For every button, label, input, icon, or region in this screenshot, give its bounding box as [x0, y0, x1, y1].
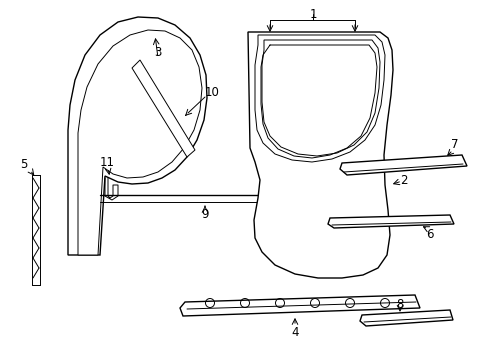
- Polygon shape: [180, 295, 419, 316]
- Text: 3: 3: [154, 45, 162, 58]
- Text: 8: 8: [395, 298, 403, 311]
- Polygon shape: [339, 155, 466, 175]
- Text: 10: 10: [204, 86, 220, 99]
- Text: 7: 7: [450, 139, 458, 152]
- Polygon shape: [327, 215, 453, 228]
- Text: 1: 1: [308, 8, 316, 21]
- Text: 5: 5: [20, 158, 28, 171]
- Polygon shape: [78, 30, 202, 255]
- Polygon shape: [254, 35, 384, 162]
- Text: 11: 11: [100, 156, 115, 168]
- Polygon shape: [359, 310, 452, 326]
- Text: 2: 2: [399, 174, 407, 186]
- Text: 6: 6: [426, 229, 433, 242]
- Polygon shape: [262, 40, 379, 156]
- Text: 4: 4: [291, 325, 298, 338]
- Polygon shape: [247, 32, 392, 278]
- Polygon shape: [68, 17, 206, 255]
- Text: 9: 9: [201, 208, 208, 221]
- Polygon shape: [132, 60, 195, 157]
